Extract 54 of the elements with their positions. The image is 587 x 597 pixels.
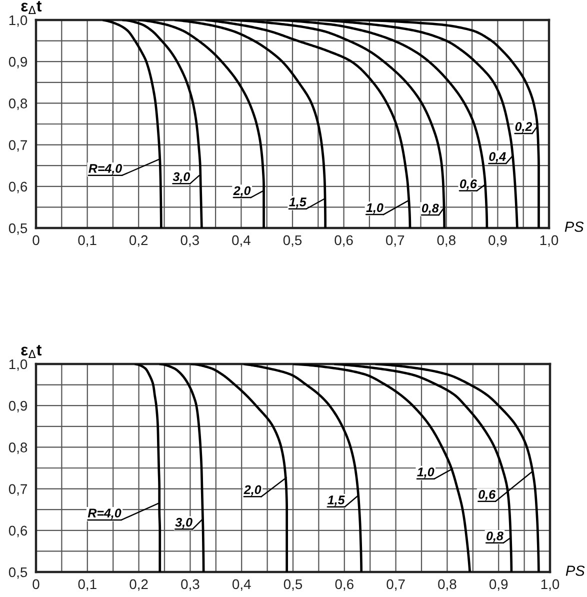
y-tick-label: 0,6: [8, 526, 28, 538]
x-tick-label: 0,4: [232, 235, 250, 247]
x-tick-label: 0,9: [489, 579, 508, 591]
y-axis-title: ε$_{Δ}$t: [21, 0, 42, 14]
x-tick-label: 0: [32, 235, 40, 246]
annotation: 2,0: [244, 485, 262, 496]
x-tick-label: 0,9: [488, 235, 507, 247]
x-tick-label: 0,6: [334, 235, 353, 247]
x-tick-label: 0,7: [386, 579, 405, 591]
annotation: 0,6: [478, 490, 496, 501]
annotation: 0,8: [422, 204, 439, 214]
annotation: 2,0: [233, 186, 251, 197]
x-tick-label: 0,6: [335, 579, 354, 591]
x-tick-label: 0,5: [284, 579, 302, 591]
annotation: 1,0: [417, 468, 434, 478]
x-tick-label: 0,7: [386, 235, 404, 247]
annotation: 3,0: [175, 518, 192, 529]
y-tick-label: 0,7: [8, 484, 27, 496]
x-tick-label: 1,0: [540, 235, 558, 247]
y-tick-label: 0,9: [8, 400, 28, 412]
x-tick-label: 0,3: [181, 579, 200, 591]
x-tick-label: 0,2: [129, 235, 148, 247]
y-tick-label: 0,6: [8, 182, 28, 194]
annotation: 0,2: [515, 122, 532, 133]
annotation: 0,6: [460, 179, 477, 190]
y-tick-label: 0,7: [8, 140, 27, 152]
annotation: 3,0: [172, 172, 190, 183]
x-tick-label: 0: [32, 579, 40, 590]
x-tick-label: 0,3: [180, 235, 199, 247]
y-tick-label: 0,9: [8, 56, 28, 68]
x-tick-label: 1,0: [541, 579, 560, 591]
annotation: 0,8: [486, 532, 504, 542]
annotation: 0,4: [489, 152, 506, 163]
x-axis-title: PS: [566, 566, 585, 576]
y-tick-label: 0,8: [8, 442, 28, 454]
y-tick-label: 1,0: [9, 15, 28, 27]
x-axis-title: PS: [564, 222, 584, 232]
y-tick-label: 0,8: [8, 98, 28, 110]
x-tick-label: 0,2: [130, 579, 148, 591]
annotation: 1,0: [366, 203, 384, 214]
x-tick-label: 0,1: [78, 579, 96, 591]
x-tick-label: 0,4: [232, 579, 251, 591]
x-tick-label: 0,5: [283, 235, 302, 247]
x-tick-label: 0,1: [78, 235, 96, 247]
annotation: R=4,0: [88, 164, 122, 175]
y-tick-label: 0,5: [8, 567, 28, 579]
y-tick-label: 1,0: [9, 359, 28, 371]
x-tick-label: 0,8: [437, 235, 456, 247]
annotation: 1,5: [328, 496, 345, 506]
y-axis-title: ε$_{Δ}$t: [21, 344, 42, 358]
x-tick-label: 0,8: [438, 579, 456, 591]
y-tick-label: 0,5: [8, 223, 28, 235]
annotation: R=4,0: [88, 508, 122, 520]
annotation: 1,5: [289, 198, 306, 208]
